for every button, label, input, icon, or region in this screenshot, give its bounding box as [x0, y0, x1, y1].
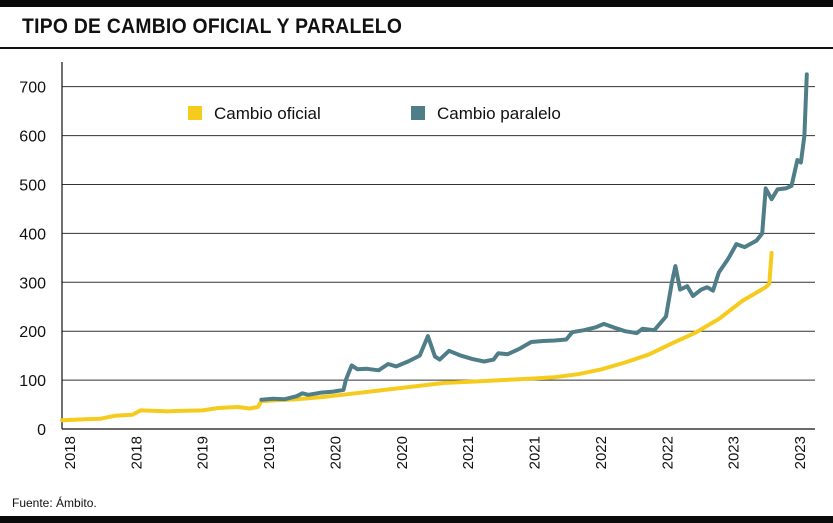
- line-cambio-paralelo: [259, 72, 809, 402]
- x-tick-label-5: 2020: [394, 436, 411, 469]
- y-tick-label-700: 700: [19, 80, 46, 97]
- x-tick-label-9: 2022: [659, 436, 676, 469]
- x-tick-label-6: 2021: [460, 436, 477, 469]
- y-tick-label-200: 200: [19, 324, 46, 341]
- legend-oficial-label: Cambio oficial: [214, 104, 321, 123]
- top-border: [0, 0, 833, 7]
- x-tick-label-4: 2020: [327, 436, 344, 469]
- y-tick-label-600: 600: [19, 129, 46, 146]
- bottom-border: [0, 516, 833, 523]
- chart-title: TIPO DE CAMBIO OFICIAL Y PARALELO: [22, 15, 403, 38]
- legend-paralelo-label: Cambio paralelo: [437, 104, 561, 123]
- y-tick-label-300: 300: [19, 275, 46, 292]
- y-tick-label-0: 0: [37, 422, 46, 439]
- y-tick-label-100: 100: [19, 373, 46, 390]
- x-tick-label-0: 2018: [62, 436, 79, 469]
- y-tick-label-500: 500: [19, 177, 46, 194]
- x-tick-label-8: 2022: [593, 436, 610, 469]
- x-tick-label-1: 2018: [128, 436, 145, 469]
- title-rule: [0, 47, 833, 49]
- line-cambio-oficial: [60, 250, 774, 423]
- x-tick-label-2: 2019: [195, 436, 212, 469]
- legend-oficial-swatch: [188, 106, 202, 120]
- legend-paralelo-swatch: [411, 106, 425, 120]
- x-tick-label-11: 2023: [792, 436, 809, 469]
- x-tick-label-3: 2019: [261, 436, 278, 469]
- x-tick-label-10: 2023: [726, 436, 743, 469]
- x-tick-label-7: 2021: [527, 436, 544, 469]
- source-note: Fuente: Ámbito.: [12, 496, 97, 510]
- y-tick-label-400: 400: [19, 226, 46, 243]
- chart: 0 100 200 300 400 500 600 700 2018 2018 2019 2019 20…: [19, 62, 815, 469]
